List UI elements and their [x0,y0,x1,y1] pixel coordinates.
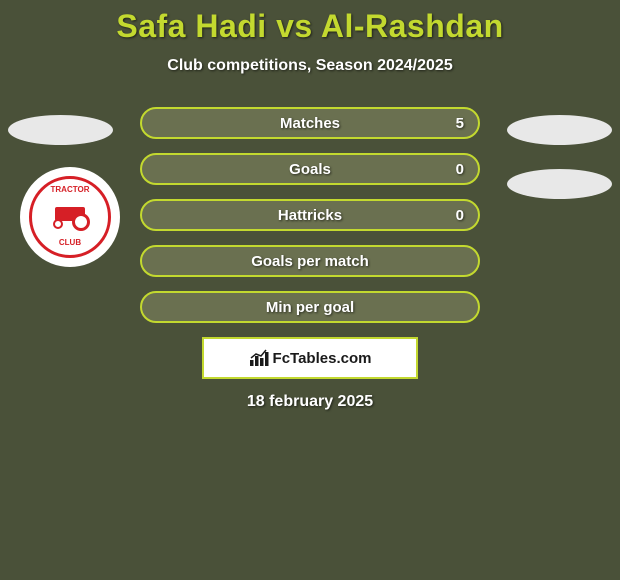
stat-label: Goals per match [251,253,369,270]
stat-value: 0 [456,161,464,178]
stat-value: 5 [456,115,464,132]
club-left-badge: TRACTOR CLUB [20,167,120,267]
stat-row-matches: Matches 5 [140,107,480,139]
stat-rows: Matches 5 Goals 0 Hattricks 0 Goals per … [140,107,480,323]
comparison-widget: Safa Hadi vs Al-Rashdan Club competition… [0,0,620,411]
stat-label: Hattricks [278,207,342,224]
stat-row-goals-per-match: Goals per match [140,245,480,277]
brand-text: FcTables.com [273,350,372,367]
club-right-badge-placeholder [507,169,612,199]
season-subtitle: Club competitions, Season 2024/2025 [0,57,620,75]
stat-row-hattricks: Hattricks 0 [140,199,480,231]
stat-row-min-per-goal: Min per goal [140,291,480,323]
player-right-avatar-placeholder [507,115,612,145]
stat-row-goals: Goals 0 [140,153,480,185]
stat-label: Min per goal [266,299,354,316]
player-left-avatar-placeholder [8,115,113,145]
date-text: 18 february 2025 [0,393,620,411]
stat-value: 0 [456,207,464,224]
chart-icon [249,349,269,367]
tractor-club-badge: TRACTOR CLUB [29,176,111,258]
badge-bottom-text: CLUB [59,238,81,247]
stat-label: Goals [289,161,331,178]
page-title: Safa Hadi vs Al-Rashdan [0,8,620,45]
badge-top-text: TRACTOR [51,185,90,194]
tractor-icon [50,203,90,231]
stats-area: TRACTOR CLUB Matches 5 Goals 0 Hattricks [0,107,620,411]
brand-box[interactable]: FcTables.com [202,337,418,379]
stat-label: Matches [280,115,340,132]
